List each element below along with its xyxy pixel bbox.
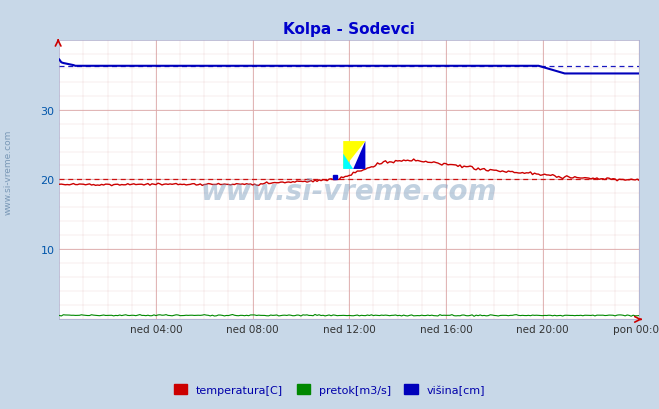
Legend: temperatura[C], pretok[m3/s], višina[cm]: temperatura[C], pretok[m3/s], višina[cm] xyxy=(169,380,490,399)
Title: Kolpa - Sodevci: Kolpa - Sodevci xyxy=(283,22,415,37)
Polygon shape xyxy=(353,142,365,169)
Text: www.si-vreme.com: www.si-vreme.com xyxy=(201,177,498,205)
Text: www.si-vreme.com: www.si-vreme.com xyxy=(3,129,13,214)
Polygon shape xyxy=(343,142,365,169)
Polygon shape xyxy=(343,154,353,169)
